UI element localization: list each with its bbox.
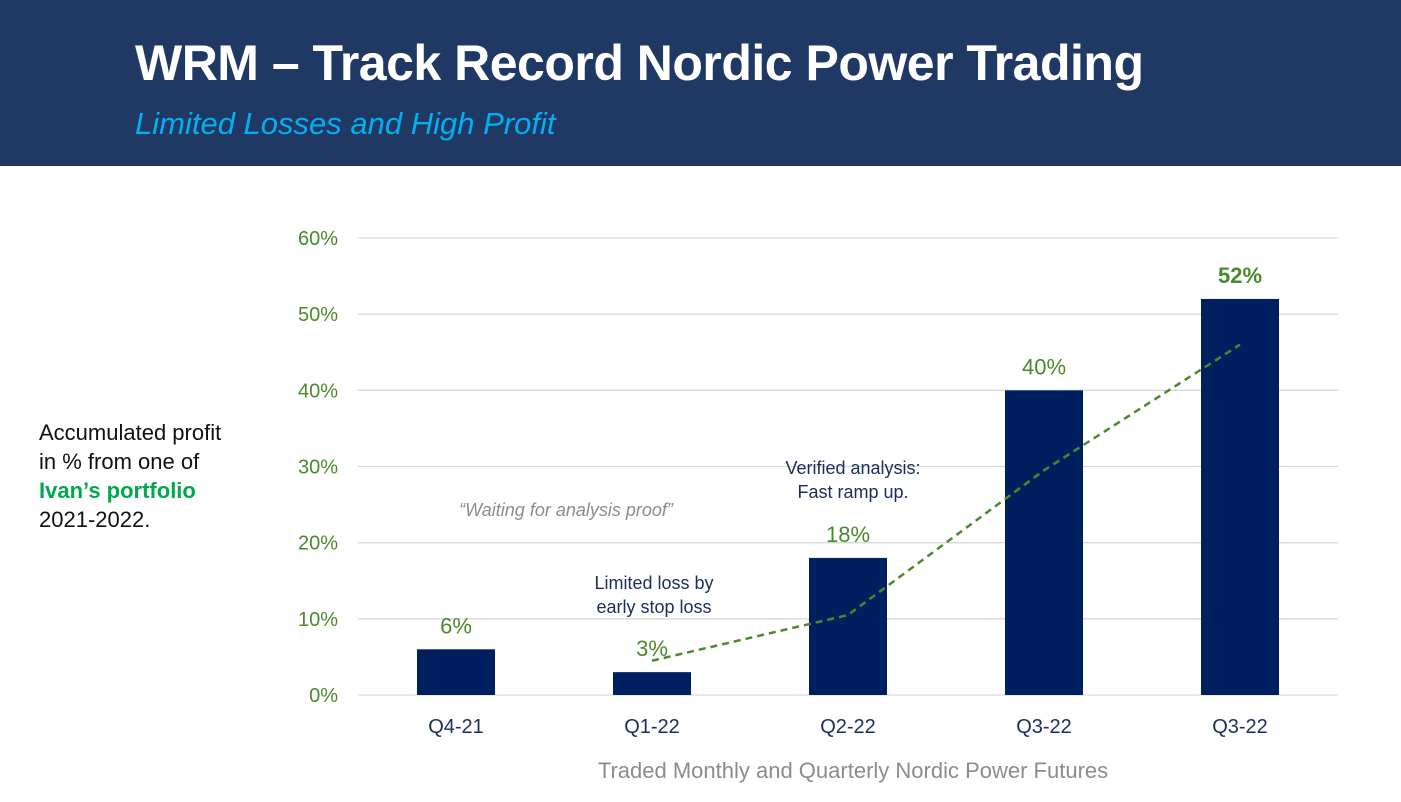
y-tick-label: 20% (298, 533, 338, 555)
side-note-highlight: Ivan’s portfolio (39, 478, 196, 503)
bar-value-label: 52% (1218, 263, 1262, 288)
trend-line-group (651, 343, 1241, 662)
header-banner: WRM – Track Record Nordic Power Trading … (0, 0, 1401, 166)
x-tick-label: Q4-21 (428, 716, 484, 738)
value-labels: 6% 3% 18% 40% 52% (440, 263, 1262, 661)
annotations: “Waiting for analysis proof” Limited loss… (459, 458, 920, 617)
y-tick-label: 10% (298, 609, 338, 631)
page-title: WRM – Track Record Nordic Power Trading (135, 35, 1144, 91)
trend-line (651, 343, 1241, 662)
annotation-text: early stop loss (596, 597, 711, 617)
bar-value-label: 40% (1022, 354, 1066, 379)
x-tick-label: Q3-22 (1016, 716, 1072, 738)
bar (417, 649, 495, 695)
bar-value-label: 18% (826, 522, 870, 547)
y-axis-ticks: 0% 10% 20% 30% 40% 50% 60% (298, 228, 338, 707)
x-axis-ticks: Q4-21 Q1-22 Q2-22 Q3-22 Q3-22 (428, 716, 1268, 738)
y-tick-label: 50% (298, 304, 338, 326)
annotation-text: Fast ramp up. (797, 482, 908, 502)
bar-value-label: 6% (440, 613, 472, 638)
bar (1201, 298, 1279, 695)
x-axis-label: Traded Monthly and Quarterly Nordic Powe… (598, 758, 1108, 783)
y-tick-label: 60% (298, 228, 338, 250)
x-tick-label: Q3-22 (1212, 716, 1268, 738)
annotation-text: “Waiting for analysis proof” (459, 500, 674, 520)
page-subtitle: Limited Losses and High Profit (135, 106, 556, 141)
bar (613, 672, 691, 695)
y-tick-label: 30% (298, 457, 338, 479)
side-note-line-4: 2021-2022. (39, 507, 151, 532)
side-note: Accumulated profit in % from one of Ivan… (39, 418, 221, 534)
annotation-text: Verified analysis: (785, 458, 920, 478)
x-tick-label: Q1-22 (624, 716, 680, 738)
x-tick-label: Q2-22 (820, 716, 876, 738)
bars (417, 298, 1279, 695)
bar-value-label: 3% (636, 636, 668, 661)
y-tick-label: 40% (298, 380, 338, 402)
y-tick-label: 0% (309, 685, 338, 707)
side-note-line-1: Accumulated profit (39, 420, 222, 445)
bar (809, 557, 887, 695)
annotation-text: Limited loss by (594, 573, 713, 593)
side-note-line-2: in % from one of (39, 449, 200, 474)
bar (1005, 390, 1083, 695)
